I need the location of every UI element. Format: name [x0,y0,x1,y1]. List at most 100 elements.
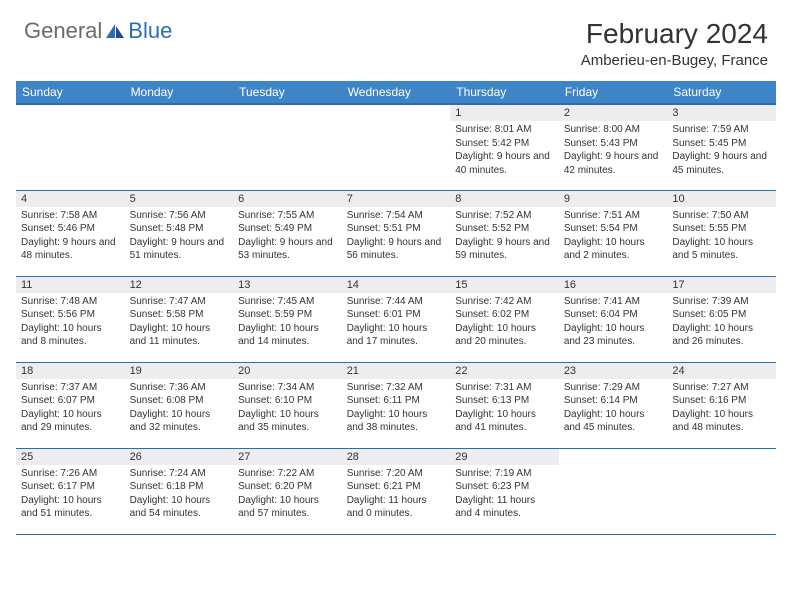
sunset-line: Sunset: 5:55 PM [672,223,746,234]
day-number: 11 [16,277,125,293]
sunset-line: Sunset: 6:05 PM [672,309,746,320]
sunset-line: Sunset: 6:20 PM [238,481,312,492]
sunset-line: Sunset: 6:21 PM [347,481,421,492]
daylight-line: Daylight: 11 hours and 4 minutes. [455,495,535,520]
daylight-line: Daylight: 10 hours and 48 minutes. [672,409,753,434]
calendar-cell: 17Sunrise: 7:39 AMSunset: 6:05 PMDayligh… [667,276,776,362]
sunrise-line: Sunrise: 7:29 AM [564,382,640,393]
daylight-line: Daylight: 9 hours and 59 minutes. [455,237,550,262]
title-block: February 2024 Amberieu-en-Bugey, France [581,18,768,69]
daylight-line: Daylight: 10 hours and 23 minutes. [564,323,645,348]
day-number: 8 [450,191,559,207]
sunset-line: Sunset: 5:46 PM [21,223,95,234]
day-number: 9 [559,191,668,207]
daylight-line: Daylight: 11 hours and 0 minutes. [347,495,427,520]
calendar-cell [125,104,234,190]
calendar-cell [342,104,451,190]
daylight-line: Daylight: 10 hours and 8 minutes. [21,323,102,348]
sunrise-line: Sunrise: 7:44 AM [347,296,423,307]
daylight-line: Daylight: 9 hours and 48 minutes. [21,237,116,262]
day-number: 15 [450,277,559,293]
day-number: 14 [342,277,451,293]
calendar-cell: 29Sunrise: 7:19 AMSunset: 6:23 PMDayligh… [450,448,559,534]
day-number: 6 [233,191,342,207]
sunrise-line: Sunrise: 7:36 AM [130,382,206,393]
sunset-line: Sunset: 5:49 PM [238,223,312,234]
daylight-line: Daylight: 10 hours and 17 minutes. [347,323,428,348]
day-details: Sunrise: 7:20 AM Sunset: 6:21 PM Daylight:… [342,465,451,525]
calendar-cell: 6Sunrise: 7:55 AMSunset: 5:49 PMDaylight… [233,190,342,276]
day-number: 7 [342,191,451,207]
daylight-line: Daylight: 9 hours and 56 minutes. [347,237,442,262]
day-details: Sunrise: 7:27 AMSunset: 6:16 PMDaylight:… [667,379,776,439]
sunrise-line: Sunrise: 7:48 AM [21,296,97,307]
day-details: Sunrise: 7:19 AMSunset: 6:23 PMDaylight:… [450,465,559,525]
day-details: Sunrise: 7:22 AMSunset: 6:20 PMDaylight:… [233,465,342,525]
day-details: Sunrise: 7:55 AMSunset: 5:49 PMDaylight:… [233,207,342,267]
day-number: 25 [16,449,125,465]
daylight-line: Daylight: 10 hours and 57 minutes. [238,495,319,520]
sunrise-line: Sunrise: 7:51 AM [564,210,640,221]
day-number: 23 [559,363,668,379]
sunrise-line: Sunrise: 7:47 AM [130,296,206,307]
daylight-line: Daylight: 10 hours and 51 minutes. [21,495,102,520]
calendar-cell: 13Sunrise: 7:45 AMSunset: 5:59 PMDayligh… [233,276,342,362]
day-details: Sunrise: 7:52 AMSunset: 5:52 PMDaylight:… [450,207,559,267]
calendar-cell: 1Sunrise: 8:01 AMSunset: 5:42 PMDaylight… [450,104,559,190]
day-number: 17 [667,277,776,293]
day-details: Sunrise: 7:39 AMSunset: 6:05 PMDaylight:… [667,293,776,353]
day-details: Sunrise: 7:51 AMSunset: 5:54 PMDaylight:… [559,207,668,267]
calendar-cell [233,104,342,190]
daylight-line: Daylight: 10 hours and 26 minutes. [672,323,753,348]
sunrise-line: Sunrise: 7:59 AM [672,124,748,135]
sunrise-line: Sunrise: 7:20 AM [347,468,423,479]
location-subtitle: Amberieu-en-Bugey, France [581,52,768,69]
day-details: Sunrise: 7:41 AMSunset: 6:04 PMDaylight:… [559,293,668,353]
calendar-cell: 3Sunrise: 7:59 AMSunset: 5:45 PMDaylight… [667,104,776,190]
day-number: 16 [559,277,668,293]
daylight-line: Daylight: 10 hours and 38 minutes. [347,409,428,434]
logo: General Blue [24,18,172,44]
calendar-cell: 24Sunrise: 7:27 AMSunset: 6:16 PMDayligh… [667,362,776,448]
calendar-cell [16,104,125,190]
sunrise-line: Sunrise: 7:52 AM [455,210,531,221]
calendar-row: 11Sunrise: 7:48 AMSunset: 5:56 PMDayligh… [16,276,776,362]
sunset-line: Sunset: 6:13 PM [455,395,529,406]
calendar-cell: 22Sunrise: 7:31 AMSunset: 6:13 PMDayligh… [450,362,559,448]
sunrise-line: Sunrise: 7:50 AM [672,210,748,221]
day-details: Sunrise: 7:37 AMSunset: 6:07 PMDaylight:… [16,379,125,439]
day-details: Sunrise: 7:34 AMSunset: 6:10 PMDaylight:… [233,379,342,439]
day-number: 13 [233,277,342,293]
sunrise-line: Sunrise: 7:58 AM [21,210,97,221]
daylight-line: Daylight: 9 hours and 42 minutes. [564,151,659,176]
day-number: 27 [233,449,342,465]
day-number: 10 [667,191,776,207]
month-title: February 2024 [581,18,768,50]
calendar-cell: 8Sunrise: 7:52 AMSunset: 5:52 PMDaylight… [450,190,559,276]
day-number: 1 [450,105,559,121]
weekday-header: Thursday [450,81,559,104]
day-number: 26 [125,449,234,465]
calendar-row: 1Sunrise: 8:01 AMSunset: 5:42 PMDaylight… [16,104,776,190]
sunset-line: Sunset: 6:08 PM [130,395,204,406]
day-details: Sunrise: 7:56 AMSunset: 5:48 PMDaylight:… [125,207,234,267]
calendar-cell: 26Sunrise: 7:24 AMSunset: 6:18 PMDayligh… [125,448,234,534]
sunset-line: Sunset: 6:16 PM [672,395,746,406]
day-number: 24 [667,363,776,379]
day-details: Sunrise: 7:47 AMSunset: 5:58 PMDaylight:… [125,293,234,353]
calendar-cell: 12Sunrise: 7:47 AMSunset: 5:58 PMDayligh… [125,276,234,362]
day-details: Sunrise: 7:58 AM Sunset: 5:46 PM Daylight:… [16,207,125,267]
calendar-cell: 9Sunrise: 7:51 AMSunset: 5:54 PMDaylight… [559,190,668,276]
day-number: 20 [233,363,342,379]
daylight-line: Daylight: 9 hours and 45 minutes. [672,151,767,176]
day-details: Sunrise: 8:01 AMSunset: 5:42 PMDaylight:… [450,121,559,181]
sunset-line: Sunset: 5:42 PM [455,138,529,149]
sunrise-line: Sunrise: 7:41 AM [564,296,640,307]
daylight-line: Daylight: 10 hours and 20 minutes. [455,323,536,348]
sunrise-line: Sunrise: 7:42 AM [455,296,531,307]
sunrise-line: Sunrise: 7:45 AM [238,296,314,307]
calendar-cell: 20Sunrise: 7:34 AMSunset: 6:10 PMDayligh… [233,362,342,448]
daylight-line: Daylight: 10 hours and 2 minutes. [564,237,645,262]
logo-text-general: General [24,18,102,44]
calendar-cell: 5Sunrise: 7:56 AMSunset: 5:48 PMDaylight… [125,190,234,276]
